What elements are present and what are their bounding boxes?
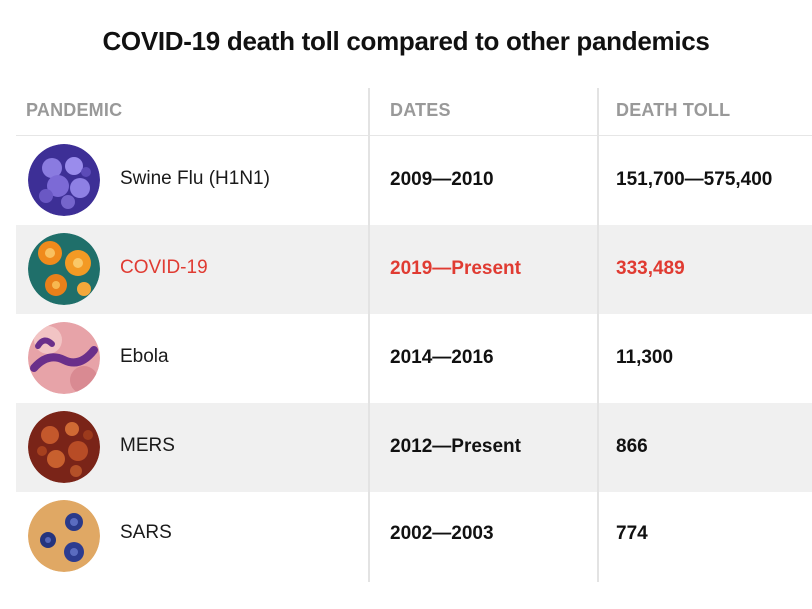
pandemic-name: SARS xyxy=(120,522,172,543)
pandemic-dates: 2002—2003 xyxy=(390,523,494,544)
column-divider xyxy=(368,88,370,582)
pandemic-dates: 2012—Present xyxy=(390,436,521,457)
sars-virus-icon xyxy=(28,500,100,572)
column-header-death-toll: DEATH TOLL xyxy=(616,100,731,120)
column-divider xyxy=(597,88,599,582)
pandemic-dates: 2009—2010 xyxy=(390,169,494,190)
pandemic-name: MERS xyxy=(120,435,175,456)
pandemic-dates: 2019—Present xyxy=(390,258,521,279)
column-header-dates: DATES xyxy=(390,100,451,120)
table-row: Ebola 2014—2016 11,300 xyxy=(16,314,812,403)
pandemic-death-toll: 333,489 xyxy=(616,258,685,279)
table-header: PANDEMIC DATES DEATH TOLL xyxy=(16,88,812,136)
swine-flu-virus-icon xyxy=(28,144,100,216)
table-row: Swine Flu (H1N1) 2009—2010 151,700—575,4… xyxy=(16,136,812,225)
pandemic-death-toll: 866 xyxy=(616,436,648,457)
pandemic-death-toll: 11,300 xyxy=(616,347,674,368)
pandemic-name: Swine Flu (H1N1) xyxy=(120,168,270,189)
pandemic-table: PANDEMIC DATES DEATH TOLL Swine Flu (H1N… xyxy=(16,88,812,578)
table-row: MERS 2012—Present 866 xyxy=(16,403,812,492)
table-row: COVID-19 2019—Present 333,489 xyxy=(16,225,812,314)
pandemic-dates: 2014—2016 xyxy=(390,347,494,368)
covid-19-virus-icon xyxy=(28,233,100,305)
chart-title: COVID-19 death toll compared to other pa… xyxy=(102,26,710,56)
table-row: SARS 2002—2003 774 xyxy=(16,492,812,578)
column-header-pandemic: PANDEMIC xyxy=(26,100,123,120)
pandemic-death-toll: 151,700—575,400 xyxy=(616,169,773,190)
ebola-virus-icon xyxy=(28,322,100,394)
pandemic-death-toll: 774 xyxy=(616,523,648,544)
pandemic-name: Ebola xyxy=(120,346,169,367)
pandemic-name: COVID-19 xyxy=(120,257,208,278)
mers-virus-icon xyxy=(28,411,100,483)
